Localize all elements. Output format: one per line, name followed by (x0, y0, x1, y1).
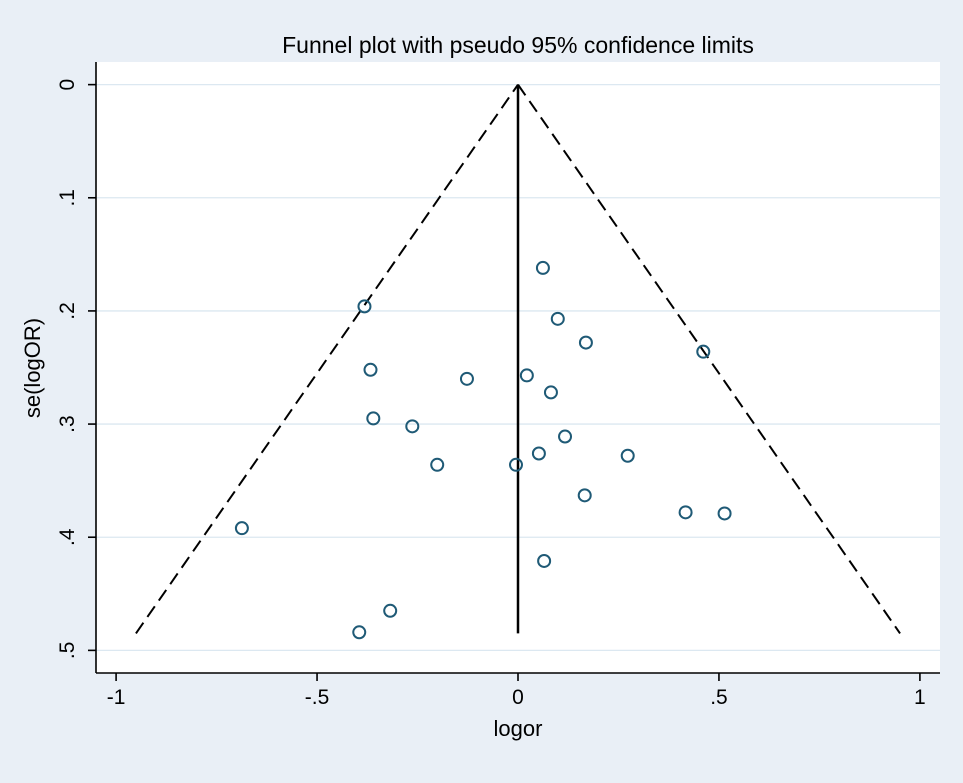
data-point (383, 603, 398, 618)
data-point (717, 506, 732, 521)
x-tick-label: -.5 (305, 686, 330, 709)
data-point (234, 521, 249, 536)
y-tick-label: .2 (56, 302, 79, 320)
y-tick-label: .5 (56, 642, 79, 660)
y-tick-label: .1 (56, 189, 79, 207)
data-point (543, 385, 558, 400)
data-point (357, 299, 372, 314)
data-point (550, 311, 565, 326)
x-tick-label: -1 (107, 686, 126, 709)
data-point (459, 371, 474, 386)
y-axis-title: se(logOR) (20, 317, 45, 419)
x-tick-label: .5 (710, 686, 728, 709)
y-tick-label: .3 (56, 415, 79, 433)
data-point (508, 457, 523, 472)
data-point (531, 446, 546, 461)
data-point (620, 448, 635, 463)
data-point (366, 411, 381, 426)
data-point (519, 368, 534, 383)
data-point (363, 362, 378, 377)
data-point (678, 505, 693, 520)
data-point (578, 335, 593, 350)
x-tick-label: 1 (914, 686, 926, 709)
chart-title: Funnel plot with pseudo 95% confidence l… (282, 32, 754, 58)
data-point (558, 429, 573, 444)
data-point (430, 457, 445, 472)
data-point (405, 419, 420, 434)
data-point (535, 260, 550, 275)
data-point (696, 344, 711, 359)
data-point (537, 553, 552, 568)
y-tick-label: 0 (56, 79, 79, 91)
funnel-right-ci-line (517, 84, 901, 634)
funnel-left-ci-line (135, 84, 519, 634)
y-tick-label: .4 (56, 528, 79, 546)
data-point (577, 488, 592, 503)
data-point (352, 625, 367, 640)
x-tick-label: 0 (512, 686, 524, 709)
x-axis-title: logor (493, 716, 543, 741)
